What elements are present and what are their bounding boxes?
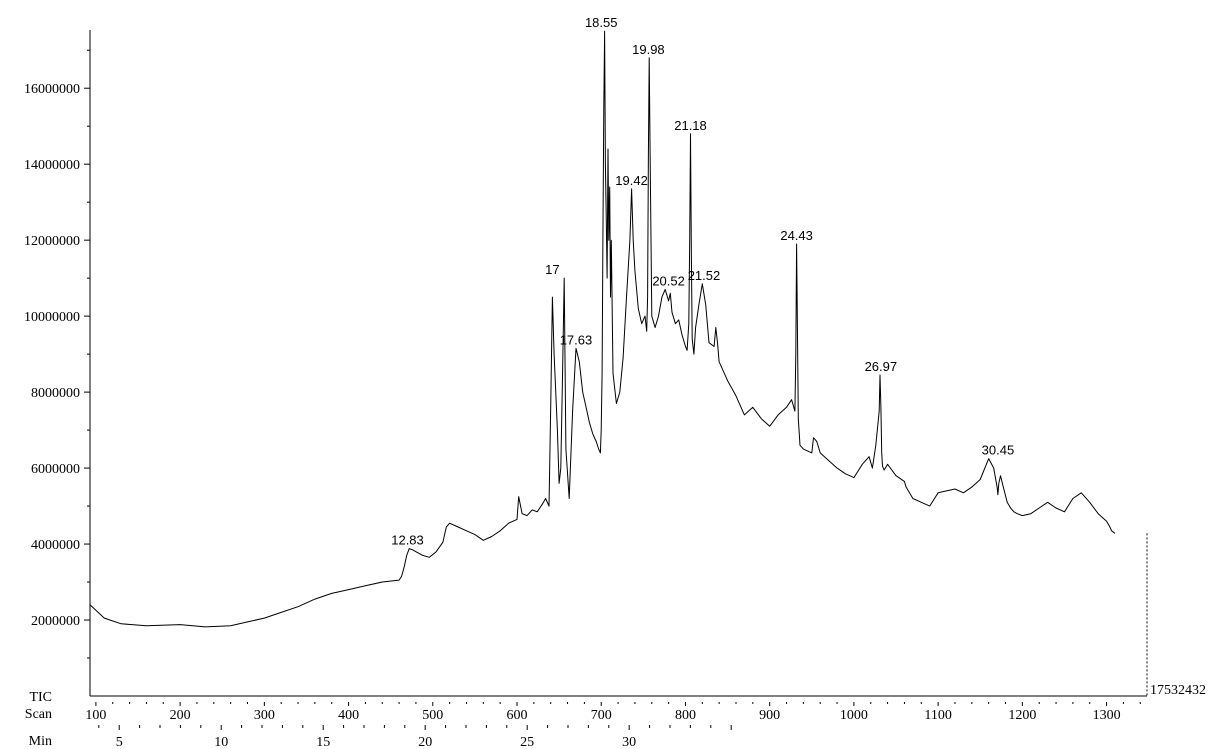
peak-label: 30.45: [982, 443, 1015, 458]
y-tick-label: 16000000: [24, 82, 80, 97]
min-tick-label: 5: [116, 735, 123, 749]
peak-labels: 12.83 17 17.63 18.55 19.42 19.98 20.52 21.18 21.…: [391, 15, 1014, 547]
scan-tick-label: 300: [254, 708, 275, 723]
scan-tick-label: 500: [422, 708, 443, 723]
y-tick-label: 6000000: [31, 462, 80, 477]
min-tick-label: 30: [622, 735, 636, 749]
min-axis-label: Min: [29, 734, 52, 749]
min-tick-label: 25: [520, 735, 534, 749]
max-value-label: 17532432: [1150, 683, 1206, 698]
tic-axis-label: TIC: [29, 690, 52, 705]
y-tick-label: 12000000: [24, 234, 80, 249]
tic-series-line: [89, 30, 1116, 628]
peak-label: 12.83: [391, 533, 424, 548]
peak-label: 20.52: [652, 274, 685, 289]
scan-tick-label: 800: [675, 708, 696, 723]
plot-area: [89, 30, 1148, 696]
peak-label: 17.63: [560, 332, 593, 347]
x-axis: 100 200 300 400 500 600 700 800 900 1000 1100 1200 1…: [85, 695, 1147, 749]
y-tick-label: 2000000: [31, 614, 80, 629]
scan-tick-label: 1100: [924, 708, 951, 723]
scan-tick-label: 1000: [840, 708, 868, 723]
y-tick-label: 10000000: [24, 310, 80, 325]
peak-label: 19.98: [632, 42, 665, 57]
scan-tick-label: 100: [85, 708, 106, 723]
scan-tick-label: 400: [338, 708, 359, 723]
min-tick-label: 20: [418, 735, 432, 749]
peak-label: 24.43: [780, 228, 813, 243]
scan-tick-label: 200: [170, 708, 191, 723]
y-axis: 2000000 4000000 6000000 8000000 10000000 1200…: [24, 30, 91, 696]
y-tick-label: 4000000: [31, 538, 80, 553]
peak-label: 17: [545, 262, 559, 277]
peak-label: 19.42: [615, 173, 648, 188]
scan-tick-label: 900: [759, 708, 780, 723]
y-tick-label: 8000000: [31, 386, 80, 401]
scan-tick-label: 700: [591, 708, 612, 723]
scan-axis-label: Scan: [25, 707, 52, 722]
min-tick-label: 10: [214, 735, 228, 749]
scan-tick-label: 1200: [1008, 708, 1036, 723]
scan-tick-label: 1300: [1093, 708, 1121, 723]
scan-tick-label: 600: [507, 708, 528, 723]
min-tick-label: 15: [316, 735, 330, 749]
peak-label: 26.97: [865, 359, 898, 374]
peak-label: 21.52: [688, 268, 721, 283]
y-tick-label: 14000000: [24, 158, 80, 173]
peak-label: 18.55: [585, 15, 618, 30]
peak-label: 21.18: [674, 118, 707, 133]
